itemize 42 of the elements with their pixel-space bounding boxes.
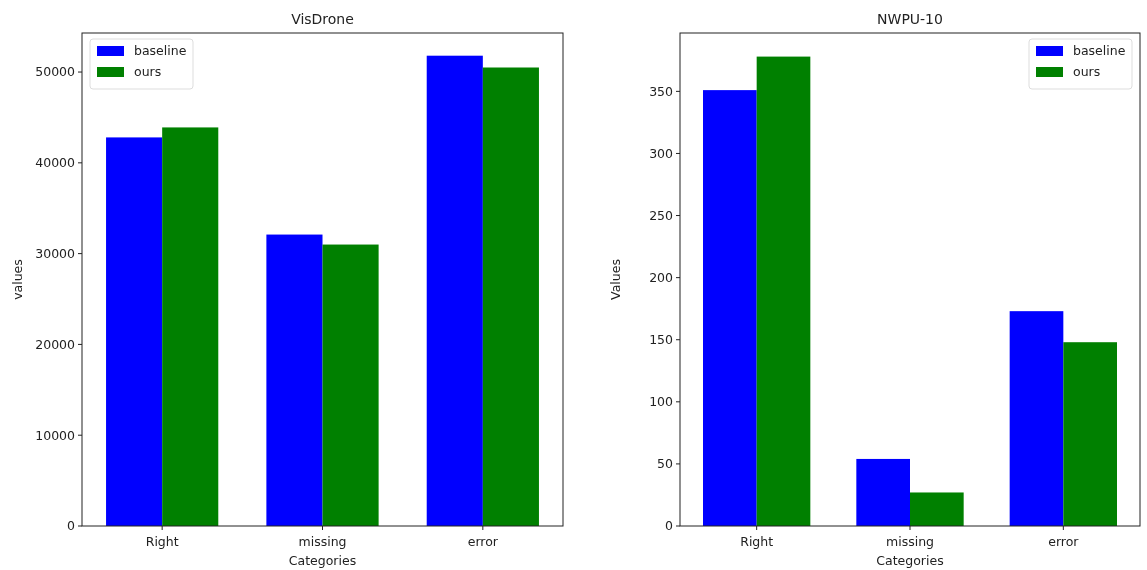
chart-title: VisDrone: [291, 11, 354, 27]
x-axis-title: Categories: [288, 553, 357, 568]
bar: [482, 67, 539, 526]
y-tick-label: 100: [649, 394, 674, 410]
bar: [856, 458, 910, 526]
y-tick-label: 300: [649, 145, 674, 161]
chart-title: NWPU-10: [877, 11, 943, 27]
y-tick-label: 150: [649, 332, 674, 348]
y-tick-label: 200: [649, 270, 674, 286]
y-tick-label: 50000: [35, 64, 76, 80]
y-tick-label: 10000: [35, 427, 76, 443]
y-tick-label: 20000: [35, 336, 76, 352]
y-tick-label: 30000: [35, 246, 76, 261]
legend-label: ours: [1073, 64, 1101, 79]
legend-label: ours: [134, 64, 162, 79]
y-tick-label: 350: [649, 83, 674, 99]
x-axis-title: Categories: [876, 553, 944, 568]
bar: [426, 55, 483, 526]
bar: [162, 127, 219, 526]
x-tick-label: error: [1048, 534, 1080, 549]
x-tick-label: Right: [145, 534, 179, 549]
y-axis-title: values: [10, 259, 25, 300]
bar: [1063, 342, 1117, 526]
bar: [266, 234, 323, 526]
bar: [106, 137, 163, 526]
x-tick-label: Right: [740, 534, 774, 549]
y-tick-label: 0: [665, 518, 674, 534]
x-tick-label: missing: [298, 534, 347, 549]
y-tick-label: 250: [649, 207, 674, 223]
x-tick-label: missing: [885, 534, 935, 549]
bar: [703, 90, 757, 526]
bar: [910, 492, 964, 526]
y-axis-title: Values: [608, 259, 623, 300]
bar: [1009, 311, 1064, 526]
y-tick-label: 0: [67, 518, 76, 534]
legend-label: baseline: [1073, 43, 1126, 58]
y-tick-label: 40000: [35, 155, 76, 171]
legend-label: baseline: [134, 43, 187, 58]
bar: [756, 56, 811, 526]
bar: [322, 244, 379, 526]
y-tick-label: 50: [657, 456, 674, 472]
x-tick-label: error: [467, 534, 499, 549]
